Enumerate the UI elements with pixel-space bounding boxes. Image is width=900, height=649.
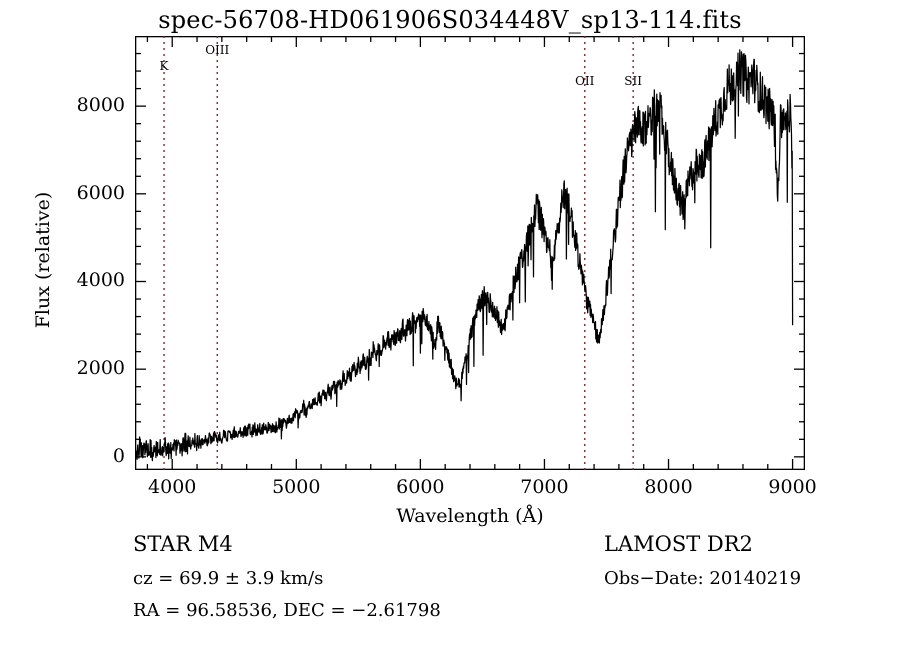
spectrum-plot (135, 36, 805, 470)
y-tick-label: 2000 (76, 357, 125, 380)
line-marker-label-SII: SII (624, 74, 642, 89)
y-tick-label: 0 (112, 444, 125, 467)
line-marker-label-K: K (159, 58, 169, 73)
coordinates-text: RA = 96.58536, DEC = −2.61798 (133, 600, 441, 621)
cz-text: cz = 69.9 ± 3.9 km/s (133, 568, 324, 589)
y-tick-label: 6000 (76, 181, 125, 204)
object-type-text: STAR M4 (133, 532, 233, 556)
x-axis-label: Wavelength (Å) (396, 505, 544, 527)
x-tick-label: 9000 (768, 476, 817, 498)
y-tick-label: 8000 (76, 94, 125, 117)
x-tick-label: 4000 (148, 476, 197, 498)
plot-area (135, 36, 805, 470)
y-tick-label: 4000 (76, 269, 125, 292)
plot-frame (135, 36, 805, 470)
x-tick-label: 8000 (644, 476, 693, 498)
survey-text: LAMOST DR2 (604, 532, 753, 556)
x-tick-label: 5000 (272, 476, 321, 498)
spectrum-trace (135, 49, 794, 462)
obs-date-text: Obs−Date: 20140219 (604, 568, 802, 589)
page-title: spec-56708-HD061906S034448V_sp13-114.fit… (158, 6, 742, 34)
line-marker-label-OIII: OIII (205, 43, 230, 58)
x-tick-label: 6000 (396, 476, 445, 498)
x-tick-label: 7000 (520, 476, 569, 498)
line-marker-label-OII: OII (575, 74, 595, 89)
